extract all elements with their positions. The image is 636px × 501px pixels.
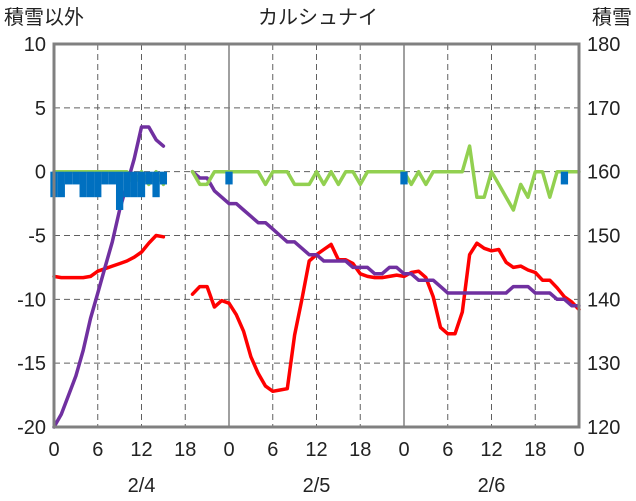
- date-label: 2/5: [303, 475, 331, 497]
- x-tick-label: 0: [48, 439, 59, 461]
- x-tick-label: 18: [524, 439, 546, 461]
- precipitation-bar: [130, 171, 138, 198]
- snow-depth-line: [52, 125, 166, 429]
- date-label: 2/4: [128, 475, 156, 497]
- snow-change-line: [190, 144, 581, 212]
- x-tick-label: 12: [480, 439, 502, 461]
- x-tick-label: 0: [398, 439, 409, 461]
- precipitation-bar: [64, 171, 73, 185]
- left-tick-label: 10: [24, 34, 46, 56]
- precipitation-bar: [400, 171, 408, 185]
- right-tick-label: 160: [587, 162, 620, 184]
- precipitation-bar: [225, 171, 233, 185]
- precipitation-bar: [137, 171, 146, 198]
- temperature-line: [52, 233, 166, 280]
- x-tick-label: 18: [174, 439, 196, 461]
- x-tick-label: 6: [442, 439, 453, 461]
- right-axis-label: 積雪: [592, 6, 632, 29]
- right-tick-label: 130: [587, 353, 620, 375]
- x-tick-label: 12: [305, 439, 327, 461]
- precipitation-bar: [108, 171, 116, 185]
- precipitation-bar: [560, 171, 569, 185]
- left-axis-label: 積雪以外: [4, 6, 84, 29]
- snow-depth-line: [190, 169, 581, 308]
- x-tick-label: 18: [349, 439, 371, 461]
- precipitation-bar: [123, 171, 131, 198]
- date-label: 2/6: [478, 475, 506, 497]
- right-tick-label: 180: [587, 34, 620, 56]
- x-tick-label: 12: [130, 439, 152, 461]
- precipitation-bar: [94, 171, 102, 198]
- precipitation-bar: [86, 171, 95, 198]
- x-tick-label: 0: [573, 439, 584, 461]
- chart-title: カルシュナイ: [258, 7, 378, 29]
- precipitation-bar: [115, 171, 124, 210]
- precipitation-bar: [159, 171, 168, 185]
- left-tick-label: -5: [28, 226, 46, 248]
- left-tick-label: -20: [17, 417, 46, 439]
- left-tick-label: -10: [17, 289, 46, 311]
- precipitation-bar: [152, 171, 160, 198]
- right-tick-label: 170: [587, 98, 620, 120]
- x-tick-label: 0: [223, 439, 234, 461]
- precipitation-bar: [79, 171, 87, 198]
- left-tick-label: -15: [17, 353, 46, 375]
- precipitation-bar: [145, 171, 153, 185]
- precipitation-bar: [57, 171, 65, 198]
- right-tick-label: 140: [587, 289, 620, 311]
- right-tick-label: 150: [587, 226, 620, 248]
- left-tick-label: 0: [35, 162, 46, 184]
- temperature-line: [190, 241, 581, 394]
- precipitation-bar: [101, 171, 109, 185]
- left-tick-label: 5: [35, 98, 46, 120]
- right-tick-label: 120: [587, 417, 620, 439]
- plot-frame: [52, 42, 581, 429]
- x-tick-label: 6: [267, 439, 278, 461]
- precipitation-bar: [72, 171, 80, 185]
- x-tick-label: 6: [92, 439, 103, 461]
